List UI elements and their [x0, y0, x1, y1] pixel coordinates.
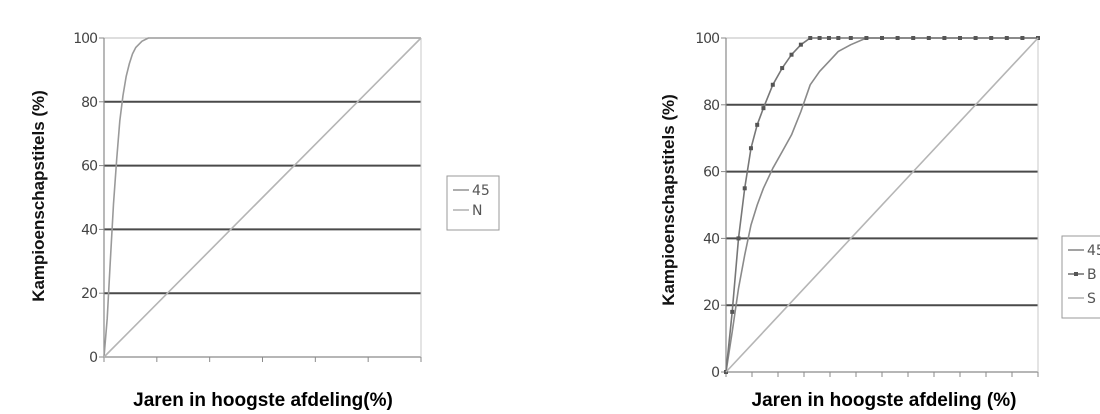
series-point-B: [770, 82, 775, 87]
series-point-B: [1020, 36, 1025, 40]
y-tick-label: 100: [695, 31, 719, 47]
y-tick-label: 0: [711, 365, 719, 381]
series-point-B: [826, 36, 831, 40]
gridlines: [726, 37, 1038, 307]
legend: 45 BS: [1061, 235, 1100, 319]
series-line-45: [103, 37, 421, 358]
series-point-B: [742, 186, 747, 191]
chart-svg: 0 20 40 60 80 100 Kampioenschapstitels (%) Jare…: [659, 31, 1100, 411]
series-point-B: [789, 52, 794, 57]
y-tick-label: 60: [81, 159, 97, 175]
series-point-B: [748, 146, 753, 151]
series-point-B: [895, 36, 900, 40]
series-point-B: [880, 36, 884, 40]
series-point-B: [836, 36, 841, 40]
series-point-B: [755, 122, 760, 127]
y-tick-label: 80: [81, 95, 97, 111]
legend-label: N: [472, 203, 482, 219]
chart-svg: 0 20 40 60 80 100 Kampioenschapstitels (%) Jare…: [29, 31, 500, 411]
series-point-B: [736, 236, 741, 241]
series-point-B: [973, 36, 978, 40]
y-axis-title: Kampioenschapstitels (%): [659, 94, 678, 306]
series-point-B: [911, 36, 916, 40]
legend-label: 45: [472, 183, 490, 199]
series-point-B: [1004, 36, 1009, 40]
x-axis-title: Jaren in hoogste afdeling (%): [752, 390, 1017, 411]
series-point-B: [798, 42, 803, 47]
series-line-N: [103, 37, 422, 358]
legend-label: S: [1087, 291, 1096, 307]
y-tick-label: 100: [73, 31, 97, 47]
y-tick-label: 80: [703, 98, 719, 114]
legend-box: [446, 175, 500, 231]
legend-label: 45: [1087, 243, 1100, 259]
series-point-B: [958, 36, 962, 40]
series-point-B: [864, 36, 869, 40]
series-point-B: [761, 106, 766, 111]
y-tick-label: 20: [703, 298, 719, 314]
y-tick-label: 40: [81, 222, 97, 238]
series-line-S: [725, 37, 1039, 373]
series-point-B: [926, 36, 931, 40]
series-point-B: [942, 36, 947, 40]
series-point-B: [780, 66, 785, 71]
legend-marker: [1074, 272, 1078, 276]
series-line-B: [725, 37, 1038, 373]
y-tick-label: 20: [81, 286, 97, 302]
legend: 45 N: [446, 175, 500, 231]
x-axis-title: Jaren in hoogste afdeling(%): [133, 390, 393, 411]
y-axis-title: Kampioenschapstitels (%): [29, 90, 48, 302]
y-tick-label: 0: [89, 350, 97, 366]
legend-label: B: [1087, 267, 1097, 283]
y-tick-label: 60: [703, 165, 719, 181]
series-point-B: [808, 36, 813, 40]
chart-right: 0 20 40 60 80 100 Kampioenschapstitels (%) Jare…: [600, 0, 1100, 414]
gridlines: [104, 37, 421, 295]
series-point-B: [989, 36, 994, 40]
chart-left: 0 20 40 60 80 100 Kampioenschapstitels (%) Jare…: [0, 0, 540, 414]
series-point-B: [817, 36, 822, 40]
series-point-B: [848, 36, 853, 40]
y-tick-label: 40: [703, 231, 719, 247]
series-point-B: [730, 309, 735, 314]
